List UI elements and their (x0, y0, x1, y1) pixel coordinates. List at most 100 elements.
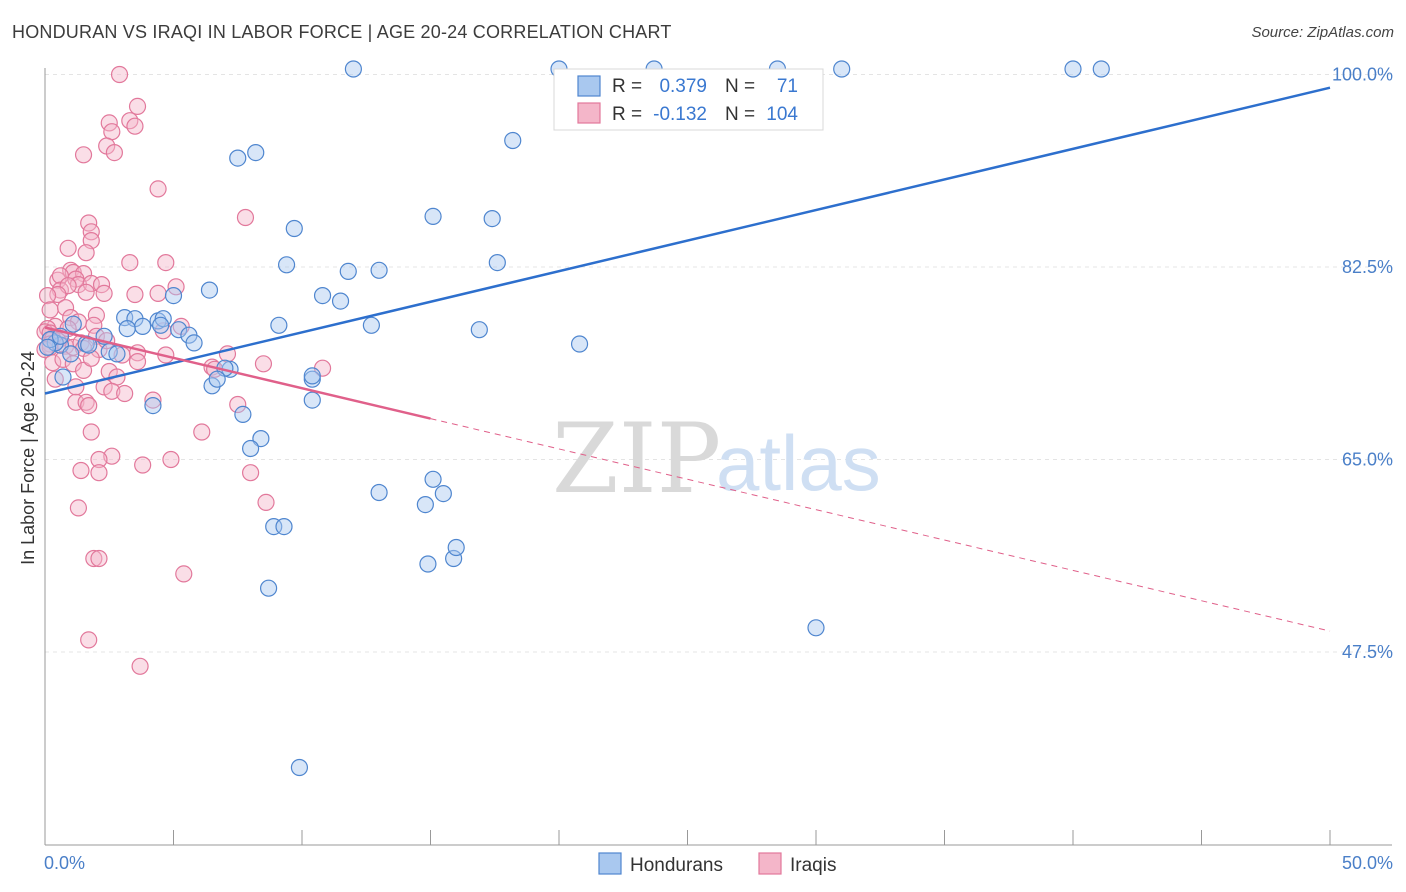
honduran-point-15[interactable] (277, 256, 296, 274)
iraqi-point-34[interactable] (126, 285, 144, 304)
iraqi-point-86[interactable] (257, 493, 275, 511)
honduran-point-50[interactable] (54, 368, 72, 386)
honduran-point-16[interactable] (339, 262, 357, 280)
iraqi-point-37[interactable] (56, 299, 75, 317)
iraqi-point-5[interactable] (103, 123, 121, 141)
iraqi-point-15[interactable] (77, 244, 95, 262)
honduran-point-11[interactable] (424, 207, 442, 225)
honduran-point-66[interactable] (447, 538, 465, 557)
honduran-point-18[interactable] (164, 287, 183, 305)
honduran-point-26[interactable] (270, 316, 288, 334)
bottom-legend-hondurans[interactable]: Hondurans (630, 855, 723, 876)
iraqi-point-78[interactable] (193, 423, 211, 441)
honduran-point-12[interactable] (285, 219, 303, 238)
honduran-point-27[interactable] (152, 316, 170, 334)
honduran-point-67[interactable] (259, 579, 278, 597)
honduran-point-17[interactable] (200, 281, 219, 299)
honduran-point-6[interactable] (1092, 60, 1110, 78)
iraqi-point-30[interactable] (77, 283, 95, 301)
honduran-point-44[interactable] (362, 316, 380, 334)
iraqi-point-9[interactable] (149, 180, 167, 198)
honduran-point-20[interactable] (313, 287, 332, 305)
honduran-point-60[interactable] (416, 496, 434, 514)
iraqi-point-90[interactable] (175, 565, 193, 583)
honduran-point-8[interactable] (247, 144, 265, 162)
iraqi-point-3[interactable] (126, 117, 144, 135)
iraqi-point-8[interactable] (105, 144, 123, 162)
honduran-point-19[interactable] (331, 292, 350, 310)
iraqi-point-17[interactable] (157, 254, 175, 272)
honduran-point-4[interactable] (833, 60, 851, 78)
honduran-point-14[interactable] (370, 261, 388, 279)
iraqi-point-84[interactable] (90, 464, 108, 482)
iraqi-point-12[interactable] (82, 223, 100, 241)
iraqi-point-79[interactable] (103, 447, 121, 465)
iraqi-point-50[interactable] (36, 340, 54, 359)
iraqi-point-63[interactable] (254, 355, 273, 373)
honduran-point-45[interactable] (570, 335, 589, 353)
iraqi-point-80[interactable] (162, 450, 180, 469)
honduran-point-29[interactable] (118, 320, 136, 338)
iraqi-point-75[interactable] (80, 397, 98, 415)
iraqi-point-6[interactable] (74, 146, 93, 164)
iraqi-point-76[interactable] (229, 395, 247, 414)
honduran-point-5[interactable] (1064, 60, 1082, 78)
iraqi-point-53[interactable] (85, 316, 103, 334)
honduran-point-68[interactable] (807, 619, 825, 637)
iraqi-point-10[interactable] (236, 208, 255, 227)
iraqi-point-97[interactable] (74, 361, 93, 379)
iraqi-point-36[interactable] (41, 301, 59, 319)
iraqi-point-91[interactable] (80, 631, 98, 649)
iraqi-point-82[interactable] (134, 456, 152, 474)
honduran-point-64[interactable] (445, 549, 463, 568)
honduran-point-56[interactable] (252, 430, 270, 448)
iraqi-point-70[interactable] (116, 384, 134, 403)
honduran-point-42[interactable] (108, 345, 126, 363)
iraqi-point-33[interactable] (149, 284, 167, 302)
bottom-legend-iraqis[interactable]: Iraqis (790, 855, 836, 876)
iraqi-point-31[interactable] (95, 284, 113, 302)
iraqi-point-0[interactable] (110, 65, 129, 84)
iraqi-point-83[interactable] (72, 461, 90, 480)
honduran-point-58[interactable] (370, 483, 388, 502)
honduran-point-55[interactable] (234, 405, 252, 423)
iraqi-point-72[interactable] (144, 391, 162, 409)
honduran-point-49[interactable] (208, 370, 226, 388)
iraqi-point-92[interactable] (131, 657, 149, 675)
iraqi-point-93[interactable] (44, 354, 62, 372)
honduran-point-0[interactable] (344, 60, 362, 78)
iraqi-point-39[interactable] (87, 306, 106, 324)
iraqi-point-85[interactable] (242, 464, 260, 482)
honduran-point-25[interactable] (170, 321, 188, 339)
iraqi-point-87[interactable] (69, 499, 88, 517)
iraqi-point-62[interactable] (128, 353, 147, 371)
iraqi-point-1[interactable] (128, 97, 147, 116)
honduran-point-10[interactable] (483, 210, 501, 228)
honduran-point-52[interactable] (303, 367, 321, 385)
iraqi-point-16[interactable] (121, 254, 139, 272)
honduran-point-63[interactable] (275, 517, 293, 536)
honduran-point-7[interactable] (504, 131, 522, 150)
iraqi-point-77[interactable] (82, 423, 100, 441)
honduran-point-36[interactable] (185, 334, 203, 352)
honduran-point-70[interactable] (38, 338, 57, 356)
honduran-point-54[interactable] (144, 397, 162, 415)
honduran-point-13[interactable] (488, 254, 506, 272)
iraqi-point-14[interactable] (59, 239, 77, 257)
iraqi-point-89[interactable] (90, 549, 108, 568)
honduran-point-57[interactable] (242, 439, 260, 458)
honduran-point-9[interactable] (229, 149, 247, 167)
honduran-point-28[interactable] (134, 317, 152, 335)
honduran-point-59[interactable] (434, 485, 452, 503)
bottom-swatch-iraqis[interactable] (758, 852, 782, 875)
iraqi-point-95[interactable] (64, 355, 82, 373)
iraqi-point-88[interactable] (85, 549, 103, 568)
honduran-point-53[interactable] (303, 391, 321, 409)
iraqi-point-35[interactable] (38, 287, 57, 305)
honduran-point-69[interactable] (290, 758, 309, 777)
honduran-point-37[interactable] (62, 345, 80, 363)
iraqi-point-81[interactable] (90, 450, 108, 469)
honduran-point-65[interactable] (419, 555, 437, 573)
bottom-swatch-hondurans[interactable] (598, 852, 622, 875)
honduran-point-43[interactable] (470, 321, 488, 339)
